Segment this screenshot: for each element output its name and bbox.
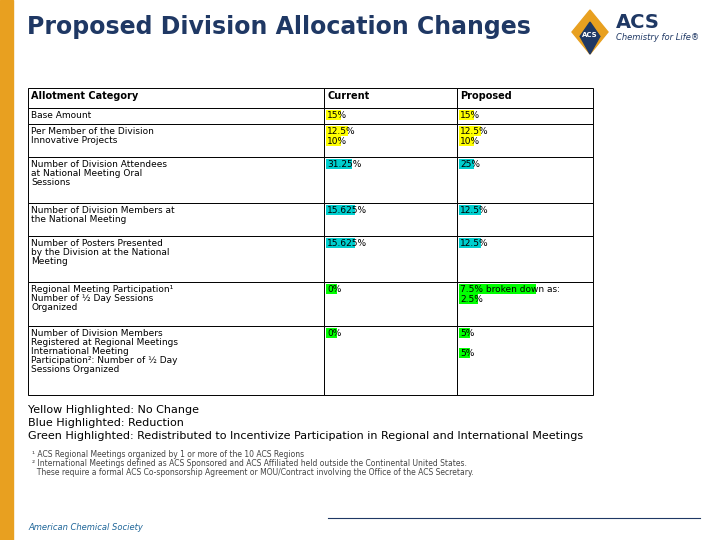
- Bar: [457, 157, 593, 203]
- Polygon shape: [580, 22, 600, 54]
- Text: Meeting: Meeting: [31, 257, 68, 266]
- Bar: [457, 326, 593, 395]
- Text: ¹ ACS Regional Meetings organized by 1 or more of the 10 ACS Regions: ¹ ACS Regional Meetings organized by 1 o…: [32, 450, 304, 459]
- Text: 2.5%: 2.5%: [460, 295, 483, 304]
- Text: by the Division at the National: by the Division at the National: [31, 248, 169, 257]
- Text: Number of Division Members: Number of Division Members: [31, 329, 163, 338]
- Text: 15.625%: 15.625%: [327, 206, 367, 215]
- Bar: [457, 282, 593, 326]
- Bar: [28, 157, 324, 203]
- Bar: [459, 110, 474, 119]
- Bar: [326, 110, 341, 119]
- Text: Registered at Regional Meetings: Registered at Regional Meetings: [31, 338, 178, 347]
- Text: 15.625%: 15.625%: [327, 239, 367, 248]
- Text: Allotment Category: Allotment Category: [31, 91, 138, 101]
- Bar: [0, 0, 13, 540]
- Text: Current: Current: [327, 91, 369, 101]
- Bar: [28, 88, 324, 108]
- Bar: [459, 205, 481, 214]
- Text: ² International Meetings defined as ACS Sponsored and ACS Affiliated held outsid: ² International Meetings defined as ACS …: [32, 459, 467, 468]
- Text: Innovative Projects: Innovative Projects: [31, 136, 117, 145]
- Text: 10%: 10%: [460, 137, 480, 146]
- Bar: [459, 328, 470, 338]
- Bar: [457, 88, 593, 108]
- Text: 5%: 5%: [460, 349, 474, 358]
- Bar: [28, 326, 324, 395]
- Text: Sessions Organized: Sessions Organized: [31, 365, 120, 374]
- Bar: [457, 236, 593, 282]
- Text: ACS: ACS: [616, 12, 660, 31]
- Bar: [324, 88, 457, 108]
- Text: Participation²: Number of ½ Day: Participation²: Number of ½ Day: [31, 356, 178, 365]
- Bar: [28, 124, 324, 157]
- Text: Sessions: Sessions: [31, 178, 70, 187]
- Bar: [324, 326, 457, 395]
- Bar: [326, 126, 348, 136]
- Bar: [324, 203, 457, 236]
- Text: the National Meeting: the National Meeting: [31, 215, 127, 224]
- Text: Number of Posters Presented: Number of Posters Presented: [31, 239, 163, 248]
- Bar: [324, 157, 457, 203]
- Text: Number of ½ Day Sessions: Number of ½ Day Sessions: [31, 294, 153, 303]
- Bar: [28, 236, 324, 282]
- Bar: [459, 348, 470, 357]
- Bar: [457, 203, 593, 236]
- Bar: [28, 282, 324, 326]
- Text: Proposed Division Allocation Changes: Proposed Division Allocation Changes: [27, 15, 531, 39]
- Bar: [326, 328, 337, 338]
- Text: Blue Highlighted: Reduction: Blue Highlighted: Reduction: [28, 418, 184, 428]
- Bar: [459, 238, 481, 247]
- Polygon shape: [572, 10, 608, 54]
- Text: 0%: 0%: [327, 285, 341, 294]
- Bar: [457, 124, 593, 157]
- Bar: [326, 205, 356, 214]
- Text: International Meeting: International Meeting: [31, 347, 129, 356]
- Text: Per Member of the Division: Per Member of the Division: [31, 127, 154, 136]
- Text: Number of Division Attendees: Number of Division Attendees: [31, 160, 167, 169]
- Text: Proposed: Proposed: [460, 91, 512, 101]
- Text: Chemistry for Life®: Chemistry for Life®: [616, 32, 699, 42]
- Text: 25%: 25%: [460, 160, 480, 169]
- Text: 7.5% broken down as:: 7.5% broken down as:: [460, 285, 560, 294]
- Bar: [459, 284, 536, 294]
- Text: 31.25%: 31.25%: [327, 160, 361, 169]
- Text: American Chemical Society: American Chemical Society: [28, 523, 143, 532]
- Bar: [459, 159, 474, 168]
- Text: Regional Meeting Participation¹: Regional Meeting Participation¹: [31, 285, 174, 294]
- Text: 0%: 0%: [327, 329, 341, 338]
- Text: ACS: ACS: [582, 32, 598, 38]
- Bar: [457, 108, 593, 124]
- Bar: [324, 236, 457, 282]
- Text: Number of Division Members at: Number of Division Members at: [31, 206, 175, 215]
- Bar: [459, 294, 477, 303]
- Bar: [326, 159, 352, 168]
- Text: Base Amount: Base Amount: [31, 111, 91, 120]
- Text: 12.5%: 12.5%: [460, 239, 489, 248]
- Text: 5%: 5%: [460, 329, 474, 338]
- Text: Yellow Highlighted: No Change: Yellow Highlighted: No Change: [28, 405, 199, 415]
- Bar: [326, 136, 341, 145]
- Text: Organized: Organized: [31, 303, 77, 312]
- Text: 12.5%: 12.5%: [460, 206, 489, 215]
- Bar: [324, 108, 457, 124]
- Text: at National Meeting Oral: at National Meeting Oral: [31, 169, 143, 178]
- Text: Green Highlighted: Redistributed to Incentivize Participation in Regional and In: Green Highlighted: Redistributed to Ince…: [28, 431, 583, 441]
- Bar: [28, 108, 324, 124]
- Bar: [324, 282, 457, 326]
- Bar: [28, 203, 324, 236]
- Text: 10%: 10%: [327, 137, 347, 146]
- Text: 15%: 15%: [460, 111, 480, 120]
- Text: 12.5%: 12.5%: [327, 127, 356, 136]
- Text: 12.5%: 12.5%: [460, 127, 489, 136]
- Bar: [326, 238, 356, 247]
- Bar: [324, 124, 457, 157]
- Text: These require a formal ACS Co-sponsorship Agreement or MOU/Contract involving th: These require a formal ACS Co-sponsorshi…: [32, 468, 474, 477]
- Bar: [326, 284, 337, 294]
- Bar: [459, 126, 481, 136]
- Text: 15%: 15%: [327, 111, 347, 120]
- Bar: [459, 136, 474, 145]
